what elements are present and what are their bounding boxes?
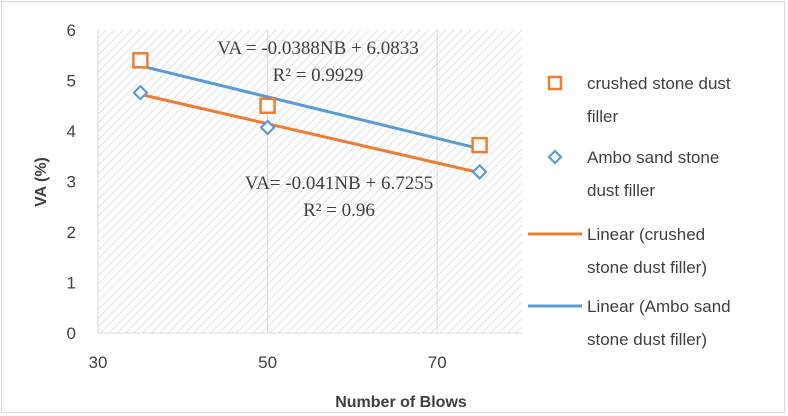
trendline-r2-ambo: R² = 0.96 [303, 200, 375, 221]
legend-symbol-1 [547, 149, 563, 165]
legend-label-3-1: stone dust filler) [587, 330, 707, 349]
trendlines [140, 64, 480, 175]
trendline-r2-crushed: R² = 0.9929 [273, 65, 364, 86]
point-series0-1 [259, 97, 276, 114]
point-series1-2 [471, 163, 488, 180]
data-points [132, 52, 488, 180]
point-series1-0 [132, 84, 149, 101]
trendline-equation-crushed: VA = -0.0388NB + 6.0833 [217, 38, 419, 59]
point-series1-1 [259, 119, 276, 136]
y-tick-label-1: 1 [67, 274, 76, 293]
legend: crushed stone dust filler Ambo sand stone d… [528, 74, 731, 349]
point-series0-0 [132, 52, 149, 69]
y-tick-label-5: 5 [67, 72, 76, 91]
y-tick-label-0: 0 [67, 324, 76, 343]
y-tick-label-2: 2 [67, 223, 76, 242]
plot-area [98, 30, 522, 333]
y-tick-label-6: 6 [67, 21, 76, 40]
legend-label-2-1: stone dust filler) [587, 258, 707, 277]
y-tick-label-4: 4 [67, 122, 76, 141]
x-tick-label-30: 30 [89, 353, 108, 372]
x-tick-label-50: 50 [258, 353, 277, 372]
gridlines [97, 30, 522, 334]
legend-label-2-0: Linear (crushed [587, 225, 705, 244]
legend-symbol-0 [547, 75, 563, 91]
trendline-1 [140, 64, 480, 151]
trendline-equation-ambo: VA= -0.041NB + 6.7255 [245, 173, 433, 194]
tick-labels: 0 1 2 3 4 5 6 30 50 70 [67, 21, 447, 372]
trendline-0 [140, 92, 480, 175]
x-axis-title: Number of Blows [335, 394, 467, 411]
legend-label-0-1: filler [587, 107, 619, 126]
y-axis-title: VA (%) [33, 157, 50, 207]
legend-label-1-1: dust filler [587, 181, 655, 200]
y-tick-label-3: 3 [67, 173, 76, 192]
x-tick-label-70: 70 [428, 353, 447, 372]
legend-label-0-0: crushed stone dust [587, 74, 731, 93]
point-series0-2 [471, 136, 488, 154]
legend-label-3-0: Linear (Ambo sand [587, 297, 731, 316]
legend-label-1-0: Ambo sand stone [587, 148, 719, 167]
